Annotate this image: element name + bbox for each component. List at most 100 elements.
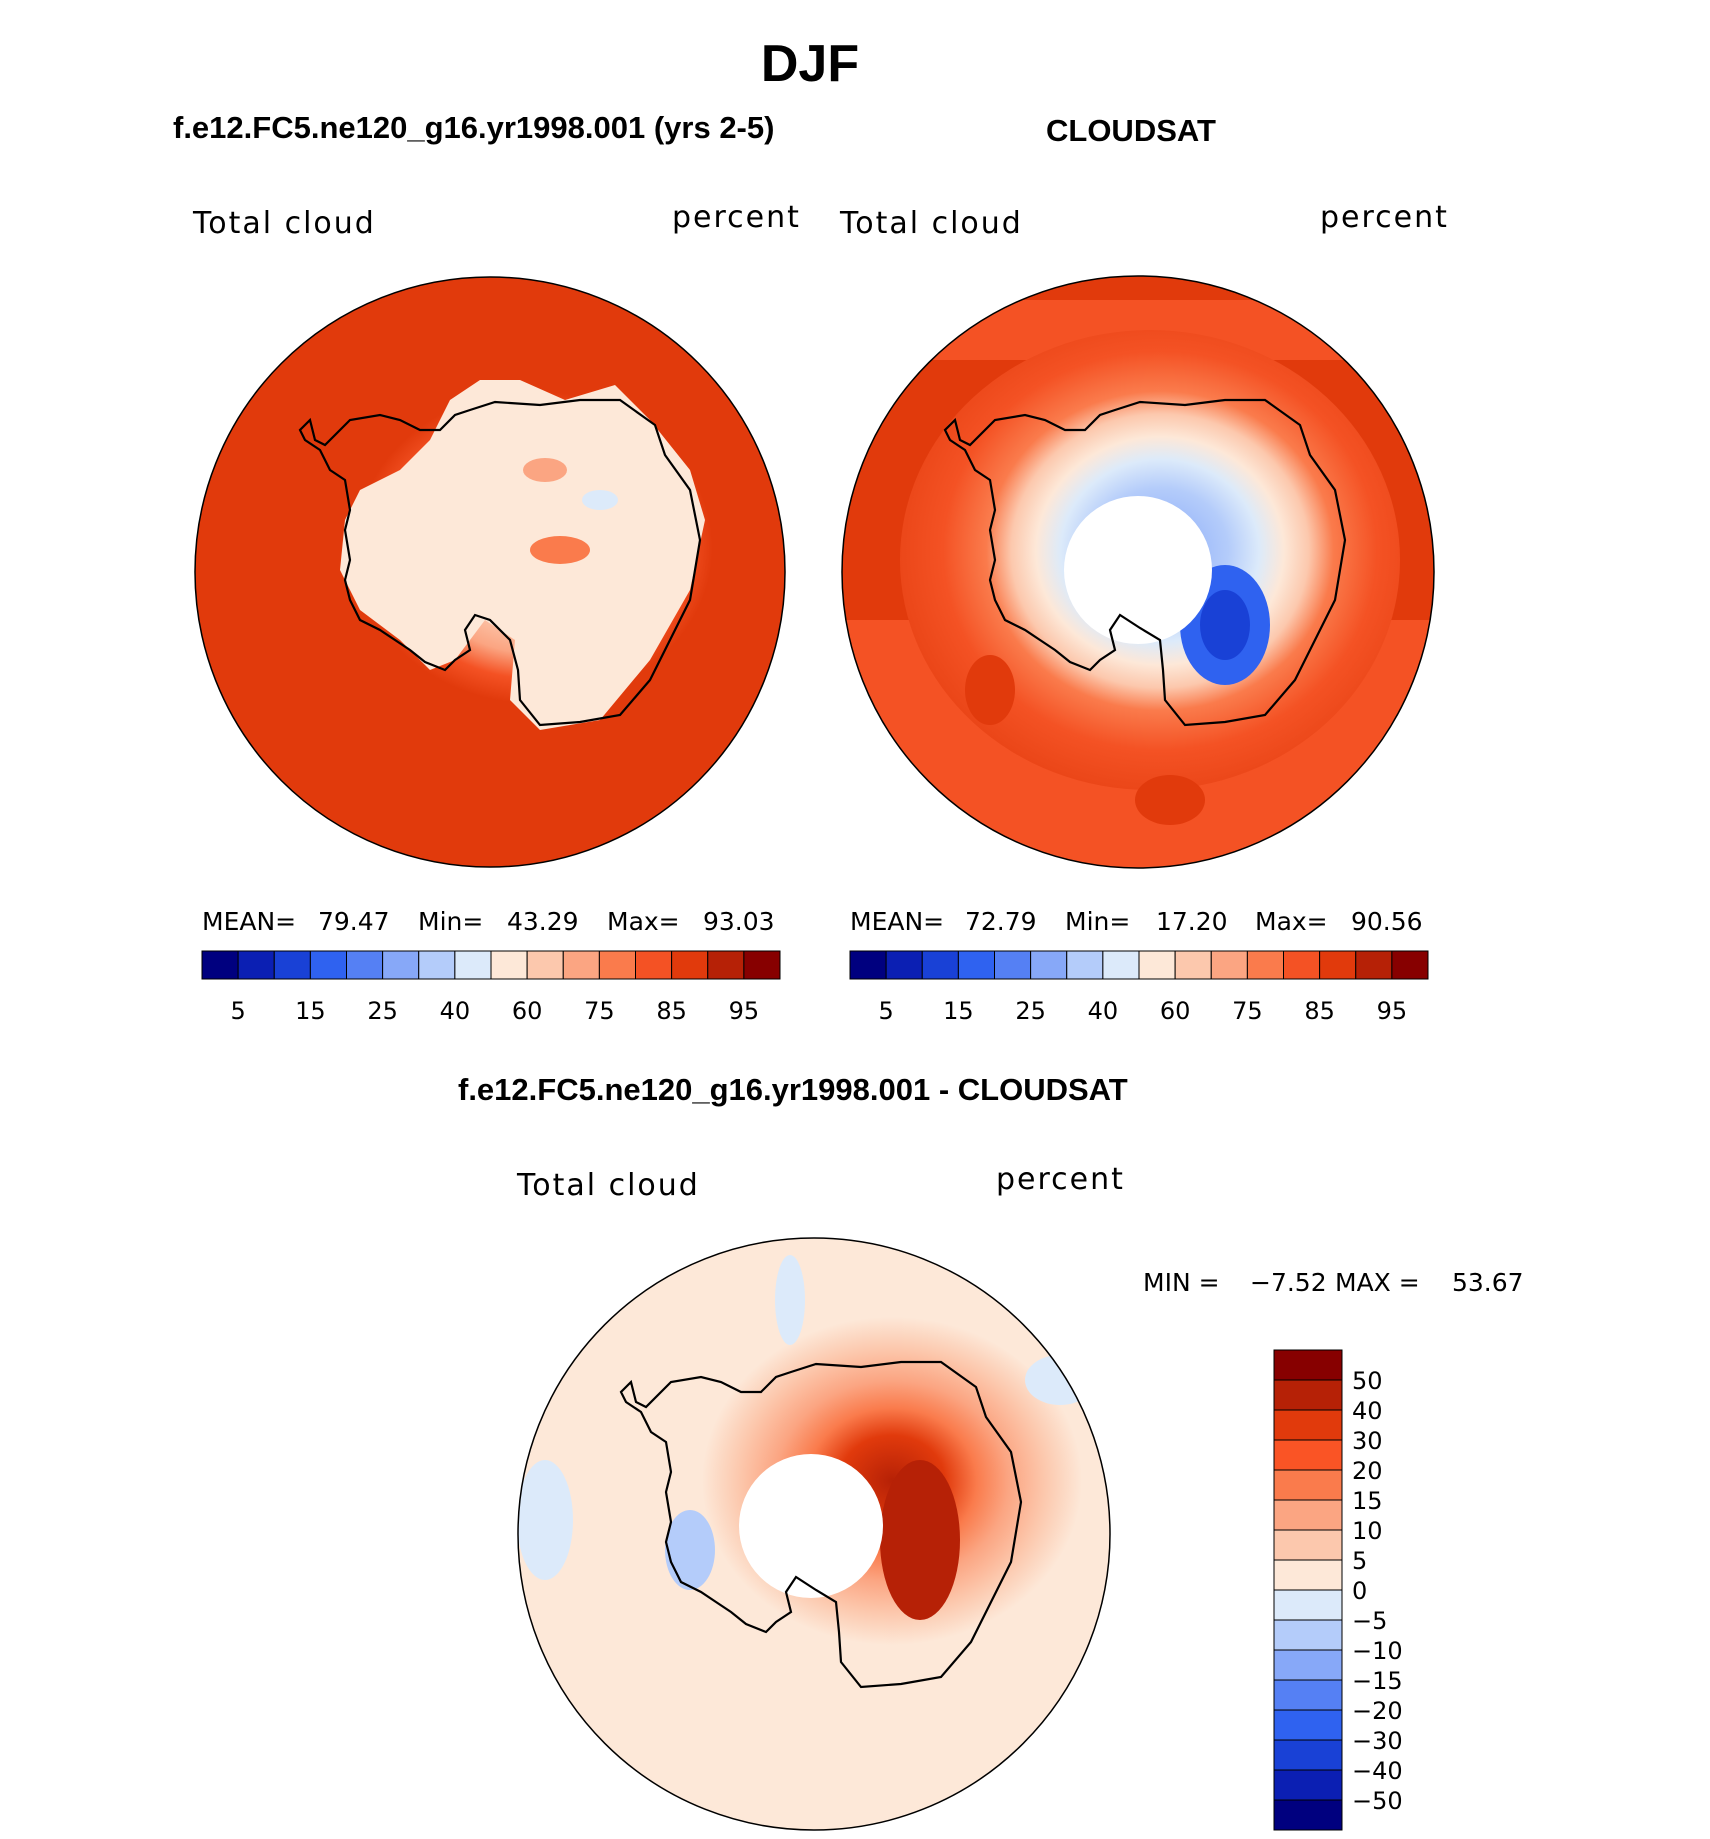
panel3-colorbar-swatch — [1273, 1409, 1343, 1441]
panel1-colorbar-swatch — [743, 950, 781, 980]
panel1-colorbar-tick-label: 25 — [367, 997, 398, 1025]
panel2-colorbar-swatch — [1030, 950, 1068, 980]
panel3-colorbar-swatch — [1273, 1499, 1343, 1531]
panel2-min-label: Min= — [1065, 907, 1131, 936]
panel3-colorbar-swatch — [1273, 1679, 1343, 1711]
panel2-mean-label: MEAN= — [850, 907, 945, 936]
panel3-units-label: percent — [996, 1162, 1125, 1197]
panel3-colorbar-swatch — [1273, 1529, 1343, 1561]
panel2-colorbar-swatch — [1102, 950, 1140, 980]
panel3-colorbar-tick-label: −15 — [1352, 1667, 1403, 1695]
panel1-colorbar-tick-label: 85 — [656, 997, 687, 1025]
panel1-colorbar-tick-label: 60 — [512, 997, 543, 1025]
panel3-colorbar-swatch — [1273, 1739, 1343, 1771]
panel3-colorbar-tick-label: 20 — [1352, 1457, 1383, 1485]
panel3-colorbar-tick-label: 30 — [1352, 1427, 1383, 1455]
panel3-max-label: MAX = — [1335, 1268, 1420, 1297]
panel1-colorbar-swatch — [526, 950, 564, 980]
panel2-colorbar-tick-label: 5 — [878, 997, 893, 1025]
panel2-colorbar: 5 15 25 40 60 75 85 95 — [849, 950, 1429, 1025]
panel3-variable-label: Total cloud — [517, 1168, 700, 1203]
panel2-colorbar-tick-label: 15 — [943, 997, 974, 1025]
panel3-colorbar-swatch — [1273, 1769, 1343, 1801]
panel2-title: CLOUDSAT — [1046, 113, 1216, 148]
panel3-colorbar-swatch — [1273, 1559, 1343, 1591]
panel1-variable-label: Total cloud — [193, 206, 376, 241]
panel1-mean-label: MEAN= — [202, 907, 297, 936]
panel2-coastline — [943, 398, 1347, 727]
panel2-colorbar-swatch — [1355, 950, 1393, 980]
panel1-colorbar-swatch — [201, 950, 239, 980]
panel3-colorbar-tick-label: −10 — [1352, 1637, 1403, 1665]
panel2-variable-label: Total cloud — [840, 206, 1023, 241]
panel1-colorbar-tick-label: 15 — [295, 997, 326, 1025]
panel1-colorbar: 5 15 25 40 60 75 85 95 — [201, 950, 781, 1025]
panel2-colorbar-swatch — [1319, 950, 1357, 980]
panel3-colorbar-tick-label: 40 — [1352, 1397, 1383, 1425]
panel3-min-label: MIN = — [1143, 1268, 1220, 1297]
panel3-colorbar-swatch — [1273, 1649, 1343, 1681]
panel3-colorbar-swatch — [1273, 1469, 1343, 1501]
panel1-coastline — [298, 398, 702, 727]
panel2-max-label: Max= — [1255, 907, 1328, 936]
panel2-max-value: 90.56 — [1351, 907, 1423, 936]
panel1-min-label: Min= — [418, 907, 484, 936]
panel1-title: f.e12.FC5.ne120_g16.yr1998.001 (yrs 2-5) — [173, 110, 775, 145]
panel1-colorbar-swatch — [562, 950, 600, 980]
panel3-colorbar-swatch — [1273, 1379, 1343, 1411]
panel3-map-border — [517, 1237, 1111, 1831]
panel1-colorbar-swatch — [346, 950, 384, 980]
panel2-colorbar-swatch — [1210, 950, 1248, 980]
panel1-colorbar-tick-label: 40 — [440, 997, 471, 1025]
panel3-colorbar-swatch — [1273, 1709, 1343, 1741]
panel3-colorbar-tick-label: −20 — [1352, 1697, 1403, 1725]
panel3-colorbar-tick-label: 10 — [1352, 1517, 1383, 1545]
panel1-colorbar-swatch — [490, 950, 528, 980]
panel1-colorbar-swatch — [273, 950, 311, 980]
panel3-colorbar-swatch — [1273, 1799, 1343, 1831]
panel2-colorbar-swatch — [1246, 950, 1284, 980]
panel2-colorbar-tick-label: 25 — [1015, 997, 1046, 1025]
panel1-colorbar-swatch — [454, 950, 492, 980]
panel2-polar-gap — [1064, 496, 1212, 644]
panel3-colorbar-tick-label: −5 — [1352, 1607, 1387, 1635]
panel1-map — [195, 277, 785, 867]
panel3-colorbar-swatch — [1273, 1349, 1343, 1381]
panel1-colorbar-swatch — [707, 950, 745, 980]
panel3-colorbar-tick-label: −40 — [1352, 1757, 1403, 1785]
panel3-min-value: −7.52 — [1250, 1268, 1327, 1297]
panel2-colorbar-tick-label: 85 — [1304, 997, 1335, 1025]
panel2-colorbar-tick-label: 60 — [1160, 997, 1191, 1025]
panel1-colorbar-swatch — [309, 950, 347, 980]
panel1-colorbar-swatch — [382, 950, 420, 980]
panel3-colorbar-tick-label: −50 — [1352, 1787, 1403, 1815]
panel2-colorbar-tick-label: 95 — [1377, 997, 1408, 1025]
panel3-colorbar-tick-label: 15 — [1352, 1487, 1383, 1515]
panel3-colorbar-swatch — [1273, 1619, 1343, 1651]
panel2-mean-value: 72.79 — [965, 907, 1037, 936]
panel2-map — [842, 276, 1434, 868]
panel2-colorbar-swatch — [849, 950, 887, 980]
panel1-max-value: 93.03 — [703, 907, 775, 936]
panel1-colorbar-swatch — [598, 950, 636, 980]
panel1-units-label: percent — [672, 200, 801, 235]
panel1-colorbar-swatch — [671, 950, 709, 980]
panel3-colorbar-swatch — [1273, 1589, 1343, 1621]
panel2-colorbar-swatch — [1391, 950, 1429, 980]
panel1-max-label: Max= — [607, 907, 680, 936]
panel2-colorbar-swatch — [994, 950, 1032, 980]
panel2-colorbar-swatch — [1174, 950, 1212, 980]
panel1-colorbar-tick-label: 75 — [584, 997, 615, 1025]
panel1-colorbar-tick-label: 5 — [230, 997, 245, 1025]
panel2-units-label: percent — [1320, 200, 1449, 235]
panel2-colorbar-swatch — [1066, 950, 1104, 980]
panel1-colorbar-swatch — [418, 950, 456, 980]
panel3-colorbar-tick-label: 0 — [1352, 1577, 1367, 1605]
panel1-map-border — [194, 276, 786, 868]
panel3-max-difference-region — [880, 1460, 960, 1620]
panel1-min-value: 43.29 — [507, 907, 579, 936]
panel3-colorbar-tick-label: 50 — [1352, 1367, 1383, 1395]
panel3-polar-gap — [739, 1454, 883, 1598]
